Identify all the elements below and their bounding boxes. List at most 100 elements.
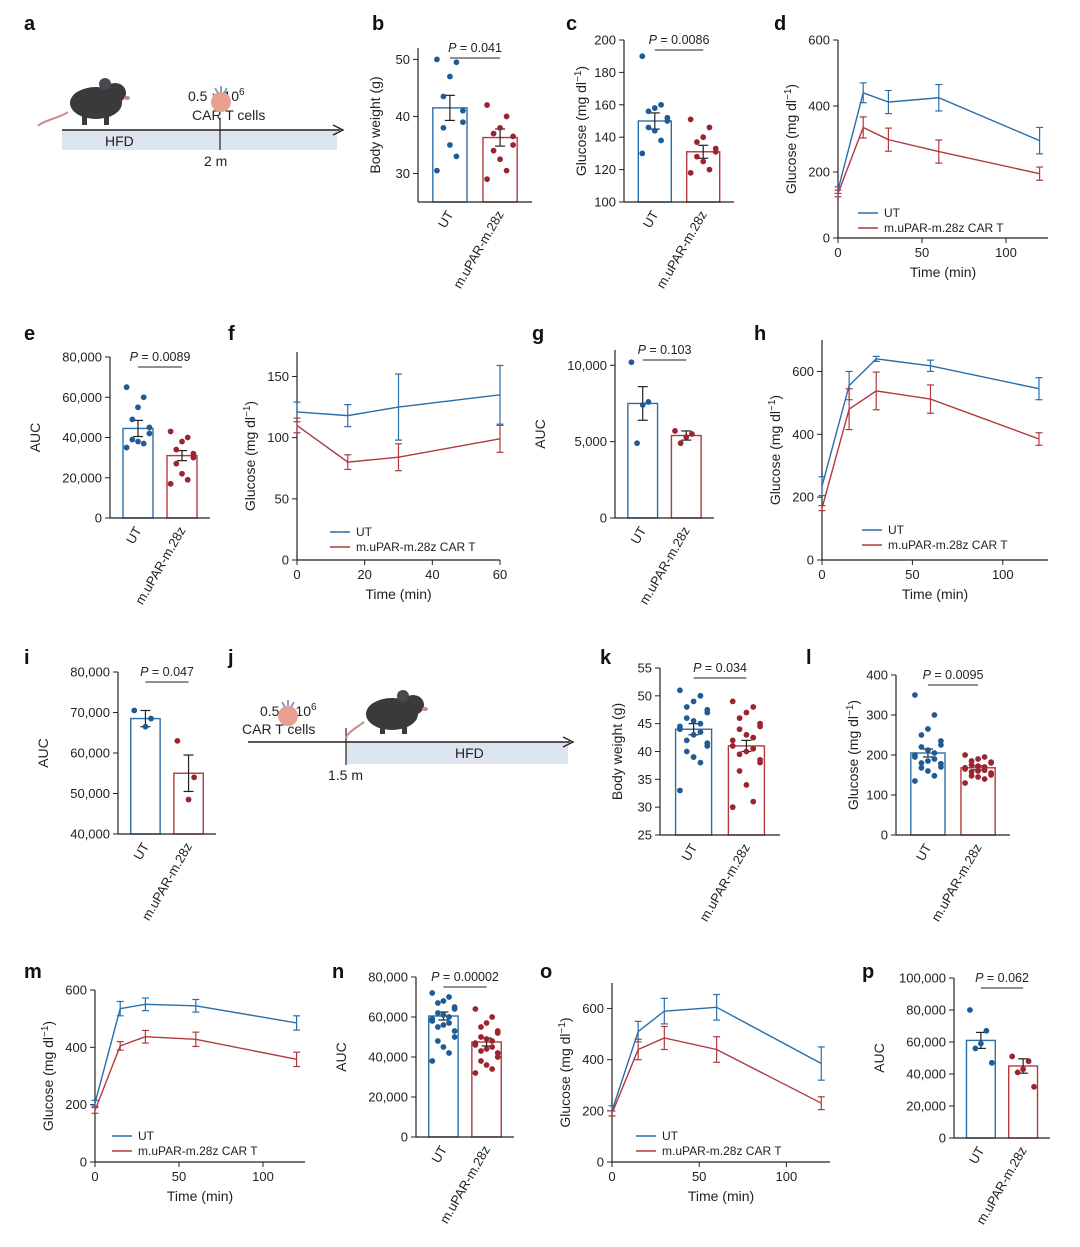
category-label: UT: [435, 208, 457, 231]
data-point: [131, 707, 138, 714]
data-point: [977, 1040, 984, 1047]
car-t-cell-icon: [211, 86, 231, 112]
data-point: [434, 56, 440, 63]
car-t-cell-icon: [278, 700, 298, 726]
data-point: [931, 750, 938, 756]
y-tick-label: 0: [95, 511, 102, 526]
y-tick-label: 400: [866, 668, 888, 683]
data-point: [639, 53, 646, 60]
y-tick-label: 80,000: [906, 1003, 946, 1018]
y-tick-label: 140: [594, 130, 616, 145]
x-tick-label: 50: [905, 567, 919, 582]
category-label: UT: [640, 208, 662, 231]
y-axis-label: Body weight (g): [367, 76, 383, 173]
panel-label-o: o: [540, 961, 552, 983]
category-label: UT: [966, 1144, 988, 1167]
time-label: 1.5 m: [328, 767, 363, 783]
data-point: [429, 1058, 436, 1064]
y-tick-label: 20,000: [62, 470, 102, 485]
y-tick-label: 30: [396, 166, 410, 181]
data-point: [918, 744, 925, 750]
panel-label-a: a: [24, 13, 36, 35]
data-point: [497, 124, 503, 131]
data-point: [651, 105, 658, 111]
data-point: [1020, 1066, 1027, 1073]
y-tick-label: 100: [866, 788, 888, 803]
data-point: [174, 737, 181, 744]
data-point: [704, 743, 711, 749]
data-point: [494, 1050, 501, 1056]
legend-label: UT: [662, 1129, 679, 1143]
data-point: [938, 764, 944, 770]
data-point: [173, 460, 180, 467]
data-point: [938, 738, 944, 744]
y-tick-label: 180: [594, 65, 616, 80]
y-axis-label: Glucose (mg dl−1): [242, 401, 258, 511]
y-tick-label: 120: [594, 162, 616, 177]
y-tick-label: 10,000: [567, 358, 607, 373]
data-point: [453, 59, 460, 66]
data-point: [434, 167, 440, 174]
data-point: [706, 124, 713, 131]
data-point: [484, 102, 490, 108]
y-tick-label: 45: [638, 716, 652, 731]
chart-panel-k: 25 30 35 40 45 50 55 Body weight (g) UTm.uPAR-m.…: [609, 661, 780, 924]
data-point: [677, 440, 684, 447]
data-point: [962, 752, 968, 758]
x-tick-label: 100: [995, 245, 1017, 260]
data-point: [651, 127, 658, 134]
data-point: [429, 990, 436, 996]
data-point: [743, 731, 750, 738]
y-tick-label: 100: [267, 430, 289, 445]
data-point: [664, 118, 671, 124]
p-value: P = 0.041: [448, 41, 502, 55]
y-tick-label: 20,000: [906, 1099, 946, 1114]
data-point: [750, 745, 757, 752]
data-point: [472, 1042, 479, 1048]
data-point: [484, 176, 490, 183]
data-point: [697, 729, 704, 735]
data-point: [146, 424, 153, 431]
data-point: [490, 147, 497, 154]
data-point: [503, 113, 510, 120]
y-axis-label: AUC: [333, 1042, 349, 1072]
data-point: [938, 742, 944, 748]
y-tick-label: 600: [582, 1001, 604, 1016]
data-point: [503, 167, 510, 174]
data-point: [988, 760, 994, 766]
data-point: [687, 169, 694, 176]
data-point: [451, 1006, 458, 1012]
data-point: [697, 759, 704, 766]
data-point: [672, 428, 678, 434]
data-point: [694, 139, 700, 145]
data-point: [440, 93, 447, 100]
data-point: [146, 430, 153, 437]
data-point: [645, 108, 652, 115]
y-tick-label: 0: [939, 1131, 946, 1146]
data-point: [148, 715, 154, 722]
x-tick-label: 0: [818, 567, 825, 582]
category-label: UT: [913, 841, 935, 864]
data-point: [968, 758, 975, 764]
data-point: [1009, 1053, 1016, 1060]
data-point: [683, 748, 690, 755]
data-point: [729, 743, 736, 749]
data-point: [975, 774, 981, 780]
panel-label-d: d: [774, 13, 786, 35]
data-point: [190, 450, 197, 457]
panel-label-l: l: [806, 647, 812, 669]
y-tick-label: 40: [638, 744, 652, 759]
data-point: [446, 1050, 452, 1056]
category-label: UT: [679, 841, 701, 864]
schematic-a: HFD 2 m 0.5 × 106 CAR T cells: [37, 78, 345, 169]
data-point: [446, 1020, 452, 1026]
data-point: [123, 444, 130, 451]
data-point: [690, 754, 697, 760]
legend-label: UT: [356, 525, 373, 539]
data-point: [988, 772, 994, 778]
data-point: [962, 766, 968, 772]
y-tick-label: 20,000: [368, 1090, 408, 1105]
data-point: [968, 762, 975, 768]
x-tick-label: 0: [293, 567, 300, 582]
panel-label-c: c: [566, 13, 577, 35]
